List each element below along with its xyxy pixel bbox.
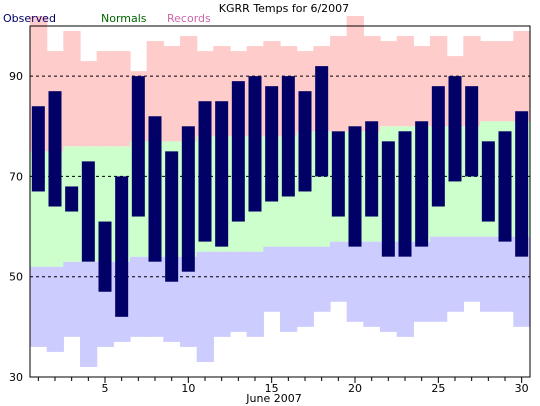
- legend-normals: Normals: [101, 12, 147, 25]
- observed-bar: [281, 76, 295, 197]
- observed-bar: [181, 126, 195, 272]
- record-low-band: [330, 241, 348, 302]
- observed-bar: [331, 131, 345, 217]
- observed-bar: [198, 101, 212, 242]
- observed-bar: [248, 76, 262, 212]
- y-tick-label: 50: [9, 271, 23, 284]
- observed-bar: [448, 76, 462, 182]
- record-low-band: [346, 241, 364, 322]
- record-low-band: [246, 251, 264, 337]
- record-high-band: [413, 46, 431, 127]
- y-tick-label: 90: [9, 70, 23, 83]
- plot-frame: [29, 25, 531, 378]
- observed-bar: [431, 86, 445, 207]
- observed-bar: [415, 121, 429, 247]
- x-tick-label: 30: [515, 382, 529, 395]
- record-high-band: [396, 36, 414, 127]
- record-low-band: [230, 251, 248, 332]
- x-axis-label: June 2007: [245, 392, 301, 405]
- observed-bar: [381, 141, 395, 257]
- observed-bar: [31, 106, 45, 192]
- record-high-band: [513, 31, 531, 122]
- record-high-band: [380, 41, 398, 127]
- record-low-band: [263, 246, 281, 312]
- bands-layer: [30, 15, 531, 367]
- record-high-band: [80, 61, 98, 147]
- observed-bar: [365, 121, 379, 217]
- record-low-band: [463, 236, 481, 302]
- observed-bar: [348, 126, 362, 247]
- observed-bar: [81, 161, 95, 262]
- observed-bar: [498, 131, 512, 242]
- record-low-band: [30, 266, 48, 347]
- record-high-band: [63, 31, 81, 147]
- observed-bar: [515, 111, 529, 257]
- record-high-band: [346, 15, 364, 132]
- observed-bar: [215, 101, 229, 247]
- observed-bar: [265, 86, 279, 202]
- observed-bar: [465, 86, 479, 177]
- record-high-band: [330, 36, 348, 132]
- observed-bar: [48, 91, 62, 207]
- record-high-band: [480, 41, 498, 122]
- record-low-band: [446, 236, 464, 312]
- record-low-band: [213, 251, 231, 337]
- observed-bar: [231, 81, 245, 222]
- observed-bar: [65, 186, 79, 212]
- x-tick-label: 10: [181, 382, 195, 395]
- observed-bar: [398, 131, 412, 257]
- record-high-band: [113, 51, 131, 147]
- observed-bar: [165, 151, 179, 282]
- observed-bar: [298, 91, 312, 192]
- record-low-band: [180, 256, 198, 347]
- x-tick-label: 20: [348, 382, 362, 395]
- record-low-band: [513, 236, 531, 327]
- record-low-band: [496, 236, 514, 312]
- record-low-band: [146, 256, 164, 337]
- record-high-band: [96, 51, 114, 147]
- record-low-band: [430, 236, 448, 322]
- record-low-band: [280, 246, 298, 332]
- x-tick-label: 5: [102, 382, 109, 395]
- gridlines-layer: [30, 75, 530, 278]
- record-low-band: [363, 241, 381, 327]
- record-low-band: [296, 246, 314, 327]
- observed-bar: [315, 66, 329, 177]
- observed-bars-layer: [31, 66, 529, 317]
- record-high-band: [180, 36, 198, 142]
- chart-title: KGRR Temps for 6/2007: [219, 2, 349, 15]
- record-high-band: [496, 41, 514, 122]
- legend-observed: Observed: [3, 12, 56, 25]
- record-high-band: [163, 46, 181, 142]
- record-low-band: [480, 236, 498, 312]
- record-low-band: [80, 261, 98, 367]
- observed-bar: [481, 141, 495, 222]
- record-low-band: [46, 266, 64, 352]
- y-tick-label: 70: [9, 170, 23, 183]
- x-tick-label: 15: [265, 382, 279, 395]
- record-high-band: [363, 36, 381, 132]
- observed-bar: [115, 176, 129, 317]
- record-low-band: [63, 261, 81, 337]
- record-low-band: [396, 241, 414, 337]
- record-low-band: [380, 241, 398, 332]
- observed-bar: [148, 116, 162, 262]
- y-tick-label: 30: [9, 371, 23, 384]
- record-low-band: [130, 256, 148, 337]
- axes-layer: [29, 25, 531, 383]
- observed-bar: [98, 221, 112, 292]
- record-low-band: [196, 251, 214, 362]
- legend-records: Records: [167, 12, 211, 25]
- observed-bar: [131, 76, 145, 217]
- record-low-band: [313, 246, 331, 312]
- record-low-band: [413, 241, 431, 322]
- labels-layer: 5 10 15 20 25 30 30 50 70 90 June 2007 KGRR Temps f…: [3, 2, 529, 405]
- x-tick-label: 25: [431, 382, 445, 395]
